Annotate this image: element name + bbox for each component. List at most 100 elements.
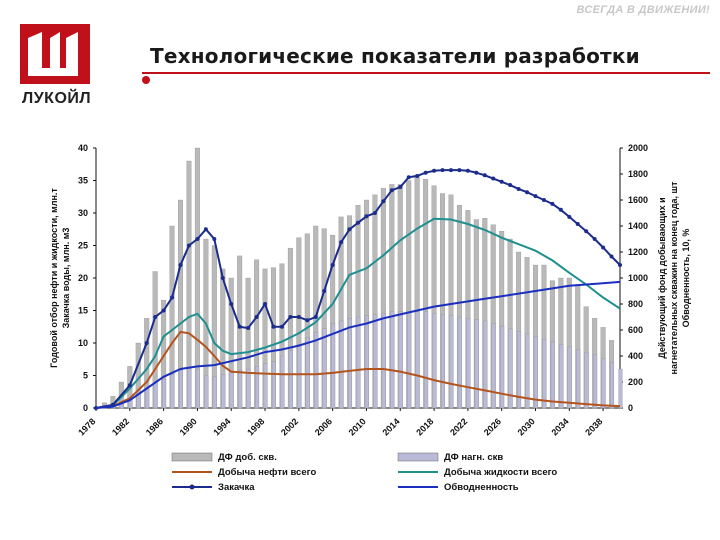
- title-rule: [142, 72, 710, 74]
- series-marker: [482, 173, 487, 178]
- left-tick-label: 35: [78, 176, 88, 186]
- series-marker: [406, 175, 411, 180]
- series-marker: [246, 326, 251, 331]
- bar: [567, 346, 572, 409]
- legend-label: ДФ доб. скв.: [218, 452, 277, 463]
- right-tick-label: 600: [628, 325, 643, 335]
- bar: [348, 318, 353, 409]
- series-marker: [127, 383, 132, 388]
- bar: [533, 336, 538, 409]
- lukoil-logo: [20, 24, 90, 84]
- bar: [483, 320, 488, 409]
- series-marker: [195, 237, 200, 241]
- series-marker: [465, 168, 470, 173]
- x-tick-label: 2002: [279, 416, 300, 437]
- series-marker: [575, 222, 580, 227]
- series-marker: [178, 263, 183, 267]
- bar: [398, 311, 403, 409]
- left-axis-title-line1: Годовой отбор нефти и жидкости, млн.т: [49, 188, 59, 368]
- series-marker: [533, 194, 538, 199]
- bar: [601, 358, 606, 409]
- series-marker: [508, 183, 513, 188]
- bar: [542, 338, 547, 409]
- series-line: [95, 330, 621, 409]
- bar: [407, 311, 412, 409]
- series-marker: [203, 227, 208, 232]
- x-tick-label: 2014: [380, 416, 401, 437]
- bar: [204, 375, 209, 409]
- series-marker: [592, 237, 597, 241]
- bar: [255, 366, 260, 409]
- x-tick-label: 2034: [549, 416, 570, 437]
- bar: [187, 368, 192, 409]
- bar: [153, 381, 158, 409]
- right-tick-label: 0: [628, 403, 633, 413]
- bar: [322, 328, 327, 409]
- right-tick-label: 1000: [628, 273, 648, 283]
- legend-label: Добыча жидкости всего: [444, 467, 557, 478]
- slogan: ВСЕГДА В ДВИЖЕНИИ!: [576, 4, 710, 16]
- series-marker: [474, 170, 479, 175]
- series-marker: [254, 315, 259, 319]
- bar: [466, 318, 471, 409]
- bar: [550, 341, 555, 409]
- bar: [491, 323, 496, 409]
- x-tick-label: 1986: [144, 416, 165, 437]
- series-marker: [144, 341, 149, 345]
- bar: [271, 361, 276, 409]
- bar: [297, 344, 302, 409]
- series-marker: [550, 201, 555, 206]
- legend-label: Закачка: [218, 482, 255, 493]
- legend-label: Добыча нефти всего: [218, 467, 316, 478]
- series-marker: [618, 263, 622, 267]
- series-marker: [525, 190, 530, 195]
- bar: [449, 315, 454, 409]
- series-marker: [186, 243, 191, 248]
- right-tick-label: 800: [628, 299, 643, 309]
- bar: [576, 349, 581, 409]
- series-marker: [279, 324, 284, 329]
- bar: [195, 368, 200, 409]
- series-marker: [263, 302, 268, 306]
- bar: [618, 368, 623, 409]
- x-tick-label: 2038: [583, 416, 604, 437]
- series-marker: [347, 227, 352, 232]
- series-marker: [415, 173, 420, 178]
- bar: [305, 337, 310, 409]
- x-tick-label: 2006: [313, 416, 334, 437]
- legend-marker: [189, 484, 195, 490]
- left-tick-label: 25: [78, 241, 88, 251]
- right-axis-title-line3: Обводненность, 10, %: [681, 229, 691, 328]
- right-tick-label: 1200: [628, 247, 648, 257]
- right-tick-label: 400: [628, 351, 643, 361]
- bar: [280, 355, 285, 409]
- bar: [145, 388, 150, 409]
- bar: [440, 314, 445, 409]
- bar: [432, 312, 437, 409]
- series-marker: [322, 289, 327, 293]
- series-line: [95, 280, 621, 409]
- series-marker: [491, 176, 496, 181]
- bar: [356, 316, 361, 409]
- bar: [229, 372, 234, 409]
- series-marker: [601, 245, 606, 250]
- series-marker: [398, 185, 403, 189]
- bar: [263, 363, 268, 409]
- series-marker: [381, 199, 386, 204]
- left-axis-title-line2: Закачка воды, млн. м3: [61, 228, 71, 329]
- series-line: [95, 217, 621, 409]
- bar: [212, 376, 217, 409]
- bar: [314, 332, 319, 409]
- series-marker: [440, 168, 445, 173]
- legend-label: ДФ нагн. скв: [444, 452, 503, 463]
- bar: [559, 344, 564, 409]
- x-tick-label: 2022: [448, 416, 469, 437]
- series-marker: [432, 168, 437, 173]
- bar: [415, 311, 420, 409]
- page-title: Технологические показатели разработки: [150, 44, 640, 68]
- series-marker: [609, 254, 614, 259]
- series-marker: [339, 240, 344, 245]
- x-tick-label: 1998: [245, 416, 266, 437]
- left-tick-label: 15: [78, 306, 88, 316]
